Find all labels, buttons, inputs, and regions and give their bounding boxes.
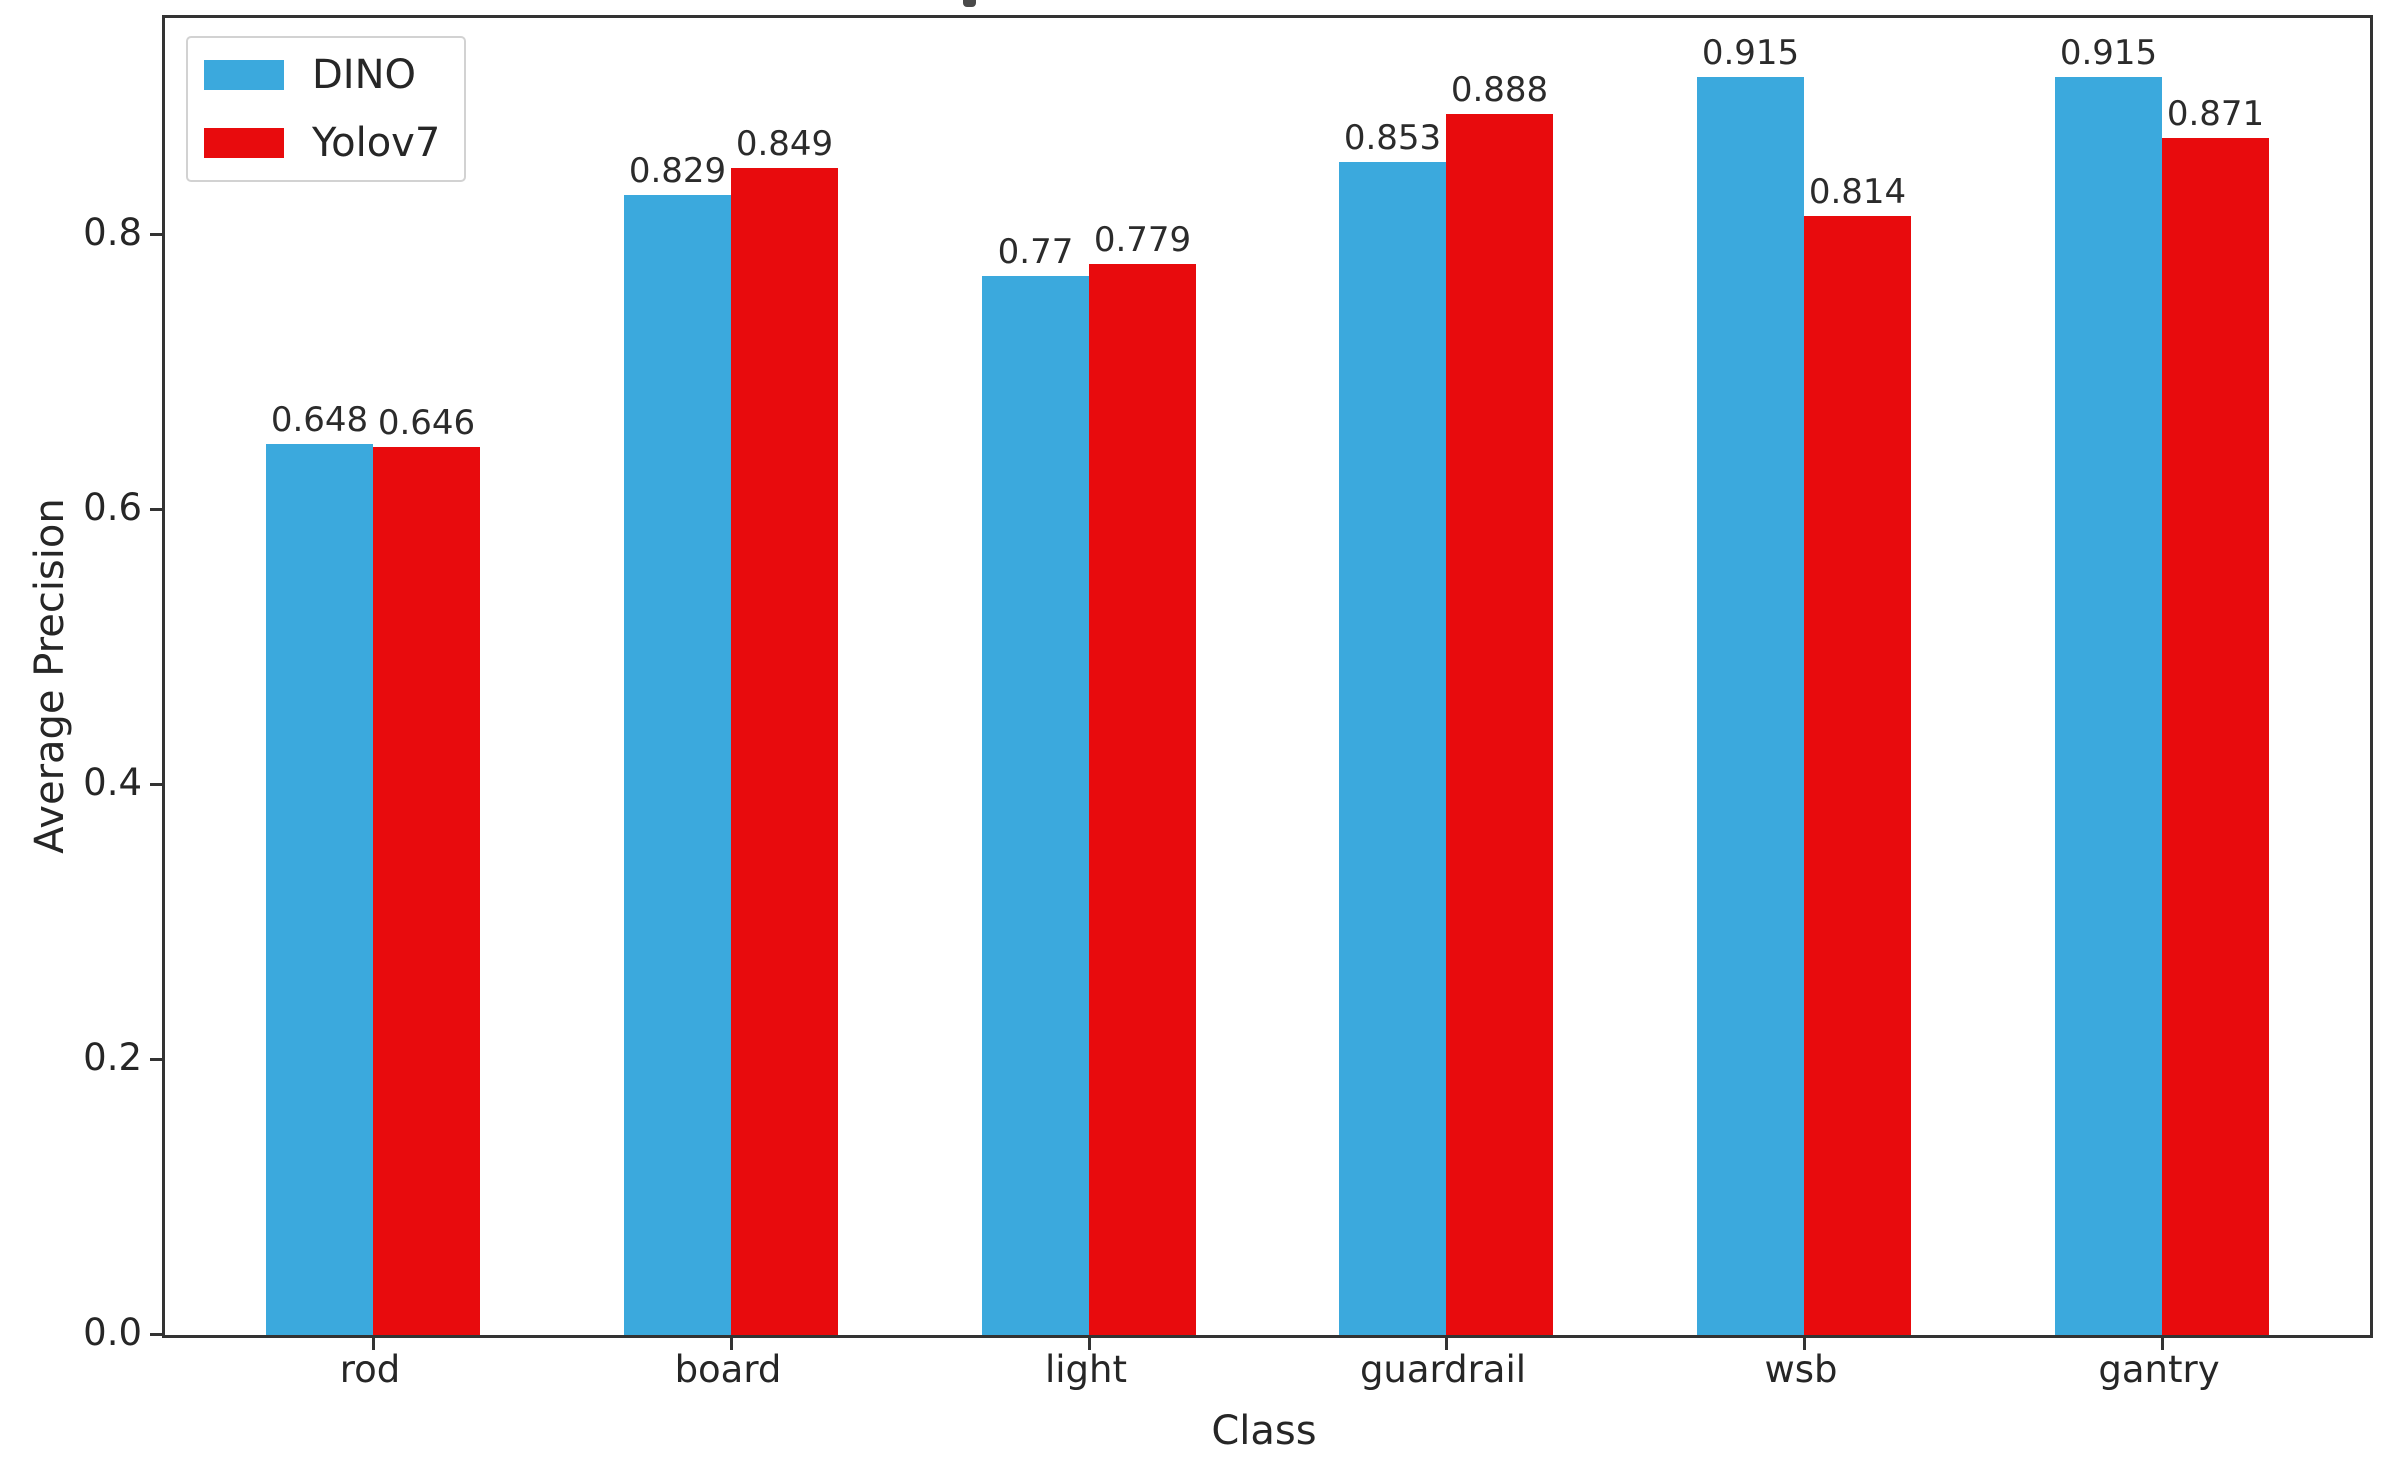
x-tick-label-guardrail: guardrail: [1359, 1348, 1527, 1391]
legend-label-yolov7: Yolov7: [312, 120, 441, 166]
x-tick-label-light: light: [1044, 1348, 1127, 1391]
bar-yolov7-board: [731, 168, 838, 1335]
x-tick-label-wsb: wsb: [1764, 1348, 1838, 1391]
y-axis-title: Average Precision: [27, 498, 73, 854]
y-axis-tick: [150, 233, 162, 237]
y-axis-tick: [150, 1333, 162, 1336]
x-axis-tick: [372, 1338, 375, 1350]
bar-value-label-dino-rod: 0.648: [270, 400, 369, 440]
cropped-title-fragment: [963, 0, 976, 7]
bar-value-label-yolov7-wsb: 0.814: [1808, 172, 1907, 212]
bar-value-label-dino-board: 0.829: [628, 151, 727, 191]
bar-value-label-dino-light: 0.77: [997, 232, 1074, 272]
y-tick-label-0.6: 0.6: [83, 486, 142, 530]
bar-dino-wsb: [1697, 77, 1804, 1335]
x-tick-label-rod: rod: [339, 1348, 401, 1391]
y-axis-tick: [150, 1058, 162, 1062]
legend-entry-dino: DINO: [204, 53, 440, 97]
y-tick-label-0.0: 0.0: [83, 1311, 142, 1354]
plot-area: DINO Yolov7 0.648 0.829 0.77 0.853 0.915 0.915…: [150, 15, 2373, 1350]
legend-label-dino: DINO: [312, 52, 417, 98]
bar-dino-gantry: [2055, 77, 2162, 1335]
legend-swatch-yolov7: [204, 128, 284, 158]
bar-value-label-dino-gantry: 0.915: [2059, 33, 2158, 73]
y-tick-label-0.8: 0.8: [83, 211, 142, 255]
bar-yolov7-gantry: [2162, 138, 2269, 1335]
legend-swatch-dino: [204, 60, 284, 90]
legend: DINO Yolov7: [186, 36, 467, 182]
bar-value-label-yolov7-board: 0.849: [735, 124, 834, 164]
bar-yolov7-guardrail: [1446, 114, 1553, 1335]
y-tick-label-0.4: 0.4: [83, 761, 142, 805]
bar-dino-light: [982, 276, 1089, 1335]
bar-value-label-yolov7-guardrail: 0.888: [1450, 70, 1549, 110]
bar-value-label-yolov7-gantry: 0.871: [2166, 94, 2265, 134]
y-axis-tick: [150, 783, 162, 787]
x-axis-tick: [1803, 1338, 1806, 1350]
x-axis-tick: [730, 1338, 733, 1350]
legend-entry-yolov7: Yolov7: [204, 121, 440, 165]
bar-value-label-dino-wsb: 0.915: [1701, 33, 1800, 73]
x-axis-tick: [1088, 1338, 1091, 1350]
x-axis-tick: [1445, 1338, 1448, 1350]
bar-yolov7-wsb: [1804, 216, 1911, 1335]
x-tick-label-board: board: [674, 1348, 782, 1391]
bar-value-label-yolov7-rod: 0.646: [377, 403, 476, 443]
bar-dino-board: [624, 195, 731, 1335]
y-tick-label-0.2: 0.2: [83, 1036, 142, 1080]
x-axis-tick: [2161, 1338, 2164, 1350]
x-tick-label-gantry: gantry: [2098, 1348, 2220, 1391]
bar-yolov7-rod: [373, 447, 480, 1335]
bar-dino-guardrail: [1339, 162, 1446, 1335]
bar-value-label-yolov7-light: 0.779: [1093, 220, 1192, 260]
bar-dino-rod: [266, 444, 373, 1335]
x-axis-title: Class: [1211, 1408, 1317, 1454]
bar-yolov7-light: [1089, 264, 1196, 1335]
bar-value-label-dino-guardrail: 0.853: [1343, 118, 1442, 158]
y-axis-tick: [150, 508, 162, 512]
